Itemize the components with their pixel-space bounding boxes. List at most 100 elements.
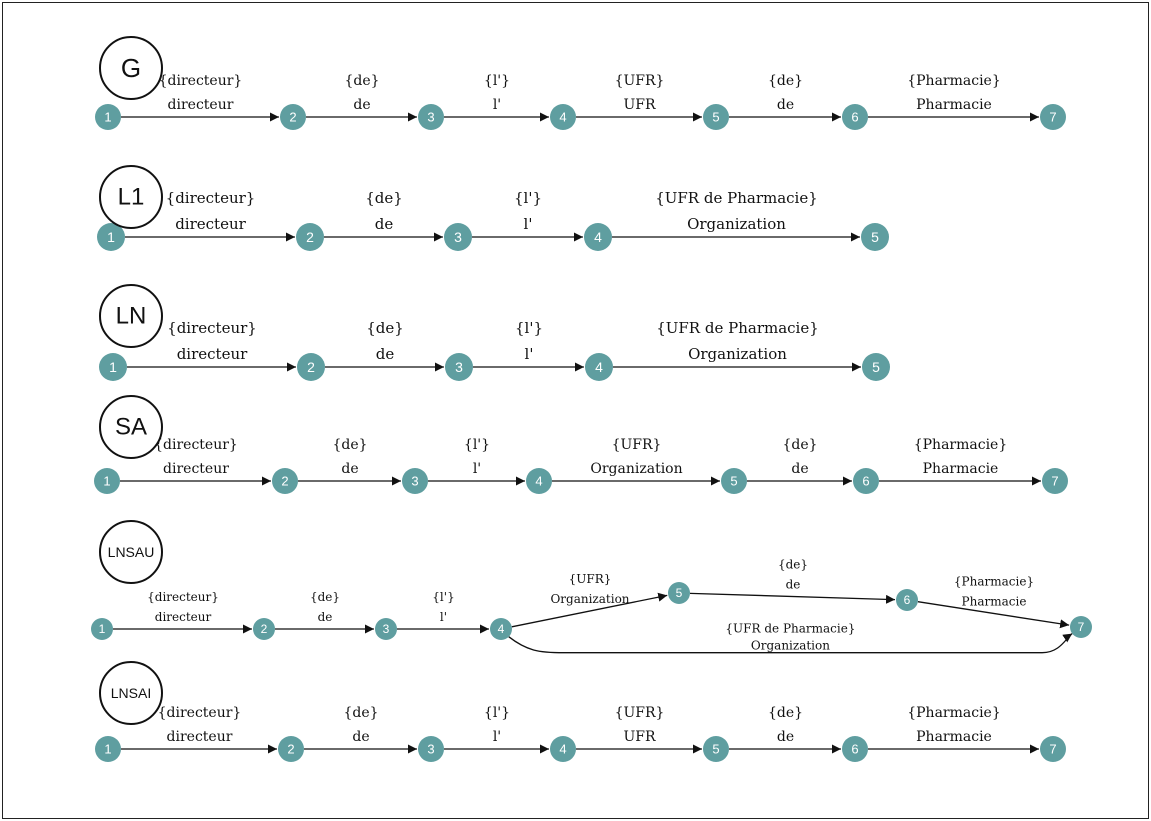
graph-label-badge: SA xyxy=(99,395,163,459)
edge-label-top: {de} xyxy=(366,319,404,337)
node-number: 4 xyxy=(595,359,603,375)
graph-node: 2 xyxy=(280,104,306,130)
node-number: 1 xyxy=(103,474,110,489)
node-number: 6 xyxy=(904,593,911,607)
edge-label-top: {de} xyxy=(344,73,379,89)
graph-node: 1 xyxy=(97,223,125,251)
graph-node: 2 xyxy=(297,353,325,381)
node-number: 4 xyxy=(559,742,566,757)
edge-label-bottom: l' xyxy=(525,345,534,363)
node-circle xyxy=(896,589,918,611)
node-number: 1 xyxy=(104,742,111,757)
node-circle xyxy=(445,353,473,381)
edge-label-top: {UFR de Pharmacie} xyxy=(655,189,818,207)
node-number: 4 xyxy=(559,110,566,125)
graph-node: 1 xyxy=(95,736,121,762)
edge-label-bottom: directeur xyxy=(175,215,246,233)
graph-node: 5 xyxy=(703,104,729,130)
node-circle xyxy=(278,736,304,762)
edge-label-top: {de} xyxy=(778,558,808,572)
node-circle xyxy=(253,618,275,640)
node-circle xyxy=(297,353,325,381)
edge-label-bottom: de xyxy=(375,215,394,233)
graph-label-badge: L1 xyxy=(99,165,163,229)
node-number: 2 xyxy=(307,359,315,375)
edge-label-top: {UFR} xyxy=(612,437,662,453)
edge-label-bottom: l' xyxy=(493,97,501,113)
edge-label-bottom: Pharmacie xyxy=(962,595,1027,609)
node-number: 5 xyxy=(712,742,719,757)
edge-label-bottom: de xyxy=(318,610,333,624)
edge-label-top: {Pharmacie} xyxy=(907,705,1001,721)
node-circle xyxy=(375,618,397,640)
node-circle xyxy=(668,582,690,604)
edge-label-top: {UFR} xyxy=(615,73,665,89)
node-number: 5 xyxy=(712,110,719,125)
edge-label-top: {directeur} xyxy=(167,319,257,337)
edge-label-top: {de} xyxy=(768,705,803,721)
node-circle xyxy=(418,104,444,130)
edge-label-top: {l'} xyxy=(515,319,543,337)
node-number: 4 xyxy=(498,622,505,636)
edge-label-bottom: Organization xyxy=(687,215,786,233)
node-circle xyxy=(842,736,868,762)
edge-label-bottom: de xyxy=(777,729,794,745)
graph-node: 7 xyxy=(1042,468,1068,494)
edge-label-bottom: de xyxy=(791,461,808,477)
edge-label-top: {directeur} xyxy=(158,705,242,721)
edge-arrow xyxy=(689,592,896,604)
graph-label-badge: G xyxy=(99,36,163,100)
node-circle xyxy=(861,223,889,251)
edge-label-bottom: de xyxy=(376,345,395,363)
node-number: 2 xyxy=(287,742,294,757)
graph-node: 2 xyxy=(272,468,298,494)
node-number: 7 xyxy=(1049,110,1056,125)
edge-label-top: {UFR de Pharmacie} xyxy=(656,319,819,337)
node-number: 6 xyxy=(851,110,858,125)
node-number: 2 xyxy=(289,110,296,125)
node-circle xyxy=(550,736,576,762)
edge-label-top: {Pharmacie} xyxy=(907,73,1001,89)
edge-label-top: {de} xyxy=(332,437,367,453)
node-circle xyxy=(721,468,747,494)
graph-node: 1 xyxy=(95,104,121,130)
edge-label-bottom: Organization xyxy=(751,639,830,653)
graph-node: 4 xyxy=(550,104,576,130)
graph-label-badge: LNSAI xyxy=(99,661,163,725)
edge-label-top: {directeur} xyxy=(147,590,219,604)
graph-node: 3 xyxy=(444,223,472,251)
edge-label-top: {Pharmacie} xyxy=(914,437,1008,453)
node-circle xyxy=(418,736,444,762)
node-number: 7 xyxy=(1051,474,1058,489)
edge-label-top: {directeur} xyxy=(159,73,243,89)
node-circle xyxy=(526,468,552,494)
graph-node: 6 xyxy=(853,468,879,494)
node-number: 2 xyxy=(261,622,268,636)
edge-label-bottom: directeur xyxy=(177,345,248,363)
graph-label-text: L1 xyxy=(118,184,145,211)
node-circle xyxy=(280,104,306,130)
node-number: 1 xyxy=(99,622,106,636)
edge-label-top: {de} xyxy=(343,705,378,721)
graph-node: 2 xyxy=(296,223,324,251)
edge-label-top: {de} xyxy=(768,73,803,89)
node-number: 3 xyxy=(383,622,390,636)
graph-node: 7 xyxy=(1040,104,1066,130)
node-number: 3 xyxy=(411,474,418,489)
edge-label-top: {de} xyxy=(310,590,340,604)
node-circle xyxy=(853,468,879,494)
node-circle xyxy=(97,223,125,251)
node-circle xyxy=(91,618,113,640)
edge-label-bottom: Pharmacie xyxy=(923,461,999,477)
graph-node: 1 xyxy=(99,353,127,381)
graph-node: 5 xyxy=(721,468,747,494)
graph-node: 7 xyxy=(1070,616,1092,638)
edge-label-bottom: de xyxy=(777,97,794,113)
edge-label-bottom: directeur xyxy=(167,729,233,745)
graph-node: 6 xyxy=(896,589,918,611)
edge-arrow xyxy=(917,601,1070,629)
graph-node: 6 xyxy=(842,736,868,762)
graph-label-badge: LN xyxy=(99,284,163,348)
